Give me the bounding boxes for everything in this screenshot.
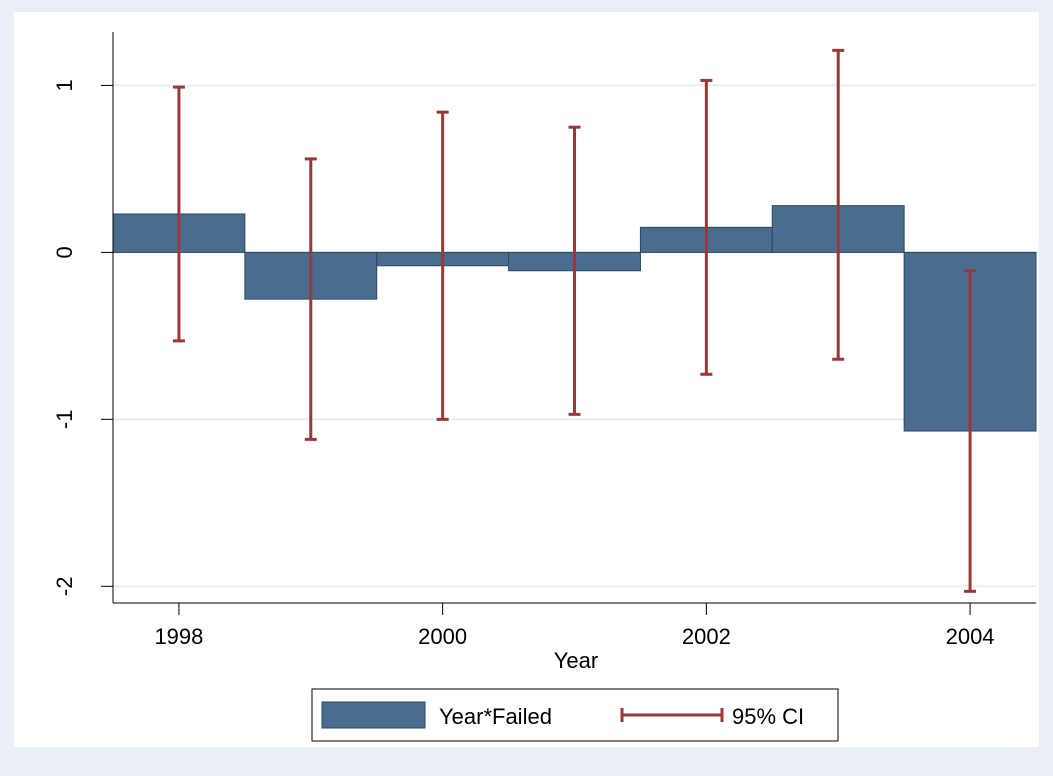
ci-whisker-2004 — [964, 269, 977, 593]
legend-swatch-ci — [620, 708, 724, 722]
legend: Year*Failed 95% CI — [311, 688, 839, 742]
axes: -2 -1 0 1 1998 2000 2002 2004 — [52, 32, 1036, 649]
ci-whisker-2003 — [832, 48, 845, 361]
x-tick-label-2000: 2000 — [418, 624, 467, 649]
legend-label-bars: Year*Failed — [439, 704, 552, 729]
x-tick-label-2002: 2002 — [682, 624, 731, 649]
legend-label-ci: 95% CI — [732, 704, 804, 729]
legend-swatch-bars — [321, 701, 426, 729]
y-tick-label--1: -1 — [52, 410, 77, 430]
y-tick-label--2: -2 — [52, 577, 77, 597]
y-tick-label-1: 1 — [52, 79, 77, 91]
plot-background — [14, 12, 1039, 747]
ci-whisker-1999 — [304, 157, 317, 441]
ci-whiskers — [172, 48, 977, 593]
ci-whisker-2001 — [568, 125, 581, 416]
x-axis-title: Year — [554, 648, 598, 673]
x-tick-label-2004: 2004 — [946, 624, 995, 649]
x-tick-label-1998: 1998 — [154, 624, 203, 649]
ci-whisker-2000 — [436, 110, 449, 421]
ci-whisker-1998 — [172, 85, 185, 343]
ci-whisker-2002 — [700, 78, 713, 376]
y-tick-label-0: 0 — [52, 246, 77, 258]
